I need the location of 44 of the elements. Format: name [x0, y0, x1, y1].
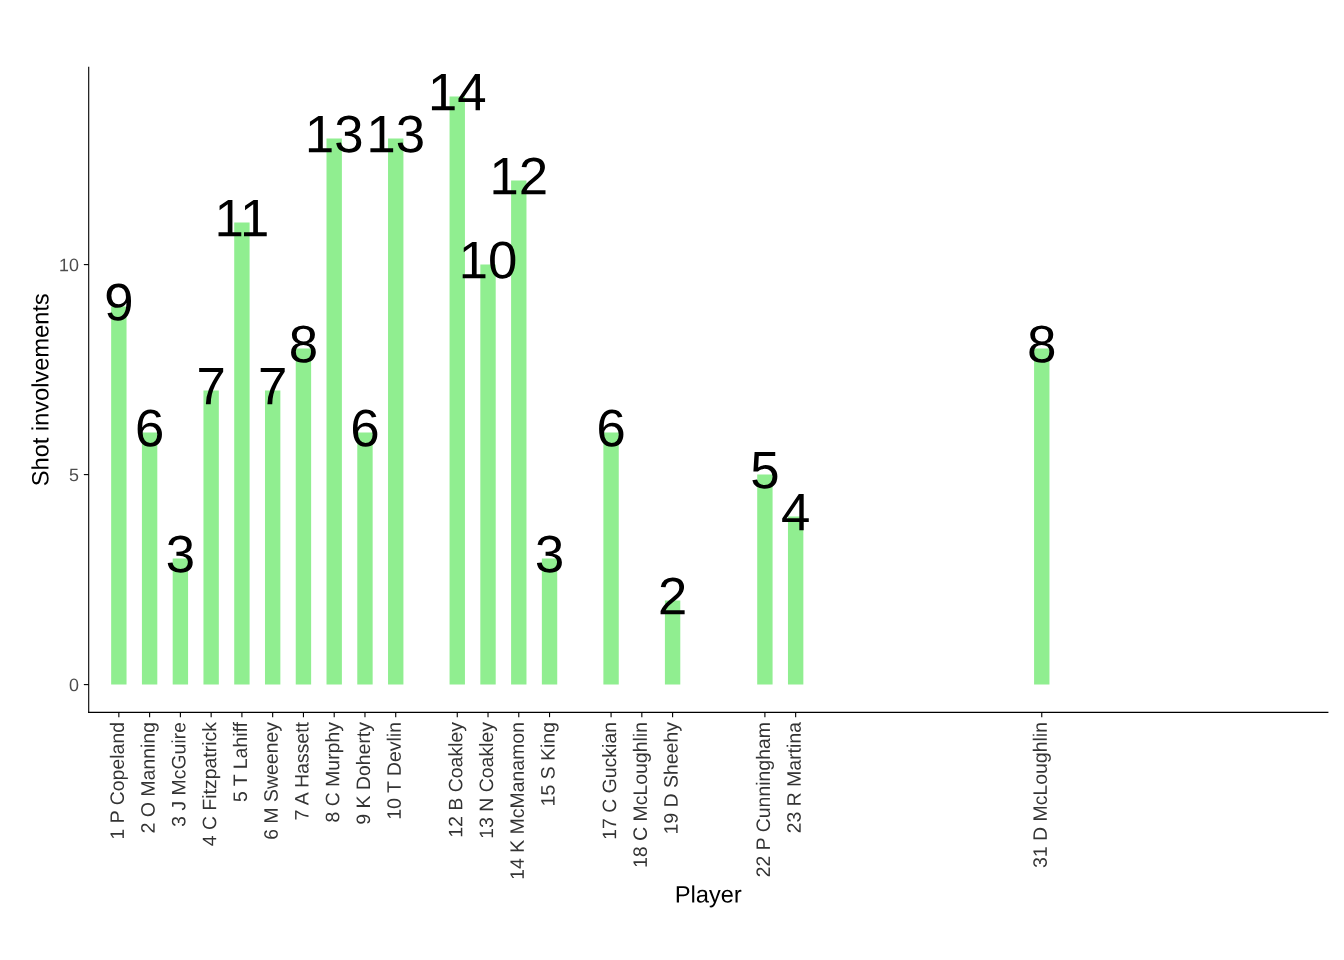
data-label: 9 [106, 283, 132, 321]
x-tick-label: 23 R Martina [786, 722, 801, 833]
x-tick-label: 19 D Sheehy [663, 722, 682, 833]
x-tick-label: 2 O Manning [140, 723, 159, 833]
data-label: 5 [752, 451, 778, 489]
data-label: 13 [370, 115, 423, 153]
x-tick-label: 1 P Copeland [109, 723, 128, 839]
data-label: 12 [493, 157, 546, 195]
data-label: 6 [137, 409, 162, 447]
y-tick-label: 5 [69, 468, 79, 482]
y-tick-label: 10 [60, 258, 79, 272]
y-axis-title: Shot involvements [31, 294, 49, 486]
data-label: 8 [1029, 325, 1055, 363]
x-tick-label: 22 P Cunningham [755, 723, 774, 877]
x-tick-label: 7 A Hassett [295, 722, 309, 820]
data-label: 10 [462, 241, 516, 279]
x-tick-label: 14 K McManamon [510, 723, 524, 879]
x-tick-label: 9 K Doherty [355, 722, 375, 824]
data-label: 2 [660, 577, 685, 615]
x-tick-label: 31 D McLoughlin [1032, 723, 1051, 868]
data-label: 7 [199, 367, 224, 405]
data-label: 11 [218, 199, 267, 237]
x-tick-label: 3 J McGuire [171, 722, 186, 827]
x-tick-label: 12 B Coakley [448, 722, 467, 837]
data-label: 4 [782, 493, 809, 531]
data-label: 14 [431, 73, 486, 111]
data-label: 6 [352, 409, 378, 447]
data-label: 13 [308, 115, 362, 153]
x-tick-label: 17 C Guckian [602, 723, 617, 839]
data-label: 3 [167, 535, 193, 573]
x-tick-label: 15 S King [540, 723, 559, 805]
data-label: 7 [260, 367, 285, 405]
x-tick-label: 13 N Coakley [478, 722, 498, 838]
x-tick-label: 5 T Lahiff [232, 722, 248, 802]
x-axis-title: Player [676, 885, 742, 908]
x-tick-label: 6 M Sweeney [264, 722, 282, 839]
x-tick-label: 8 C Murphy [325, 722, 344, 822]
x-tick-label: 18 C McLoughlin [632, 723, 651, 867]
x-tick-label: 10 T Devlin [386, 723, 401, 819]
x-tick-label: 4 C Fitzpatrick [202, 722, 221, 846]
data-label: 6 [599, 409, 624, 447]
data-label: 3 [536, 535, 562, 573]
data-label: 8 [291, 325, 316, 363]
y-tick-label: 0 [69, 678, 79, 692]
